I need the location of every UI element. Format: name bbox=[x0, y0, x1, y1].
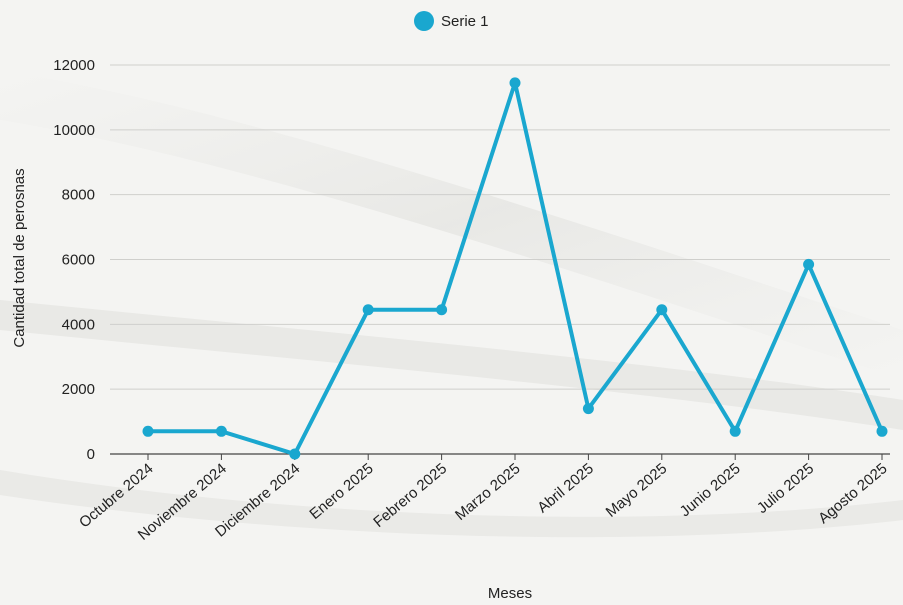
x-tick-label: Abril 2025 bbox=[534, 460, 597, 516]
y-tick-label: 2000 bbox=[62, 381, 95, 398]
data-point bbox=[582, 403, 594, 415]
data-point bbox=[509, 77, 521, 89]
data-point bbox=[215, 425, 227, 437]
legend-label-serie-1: Serie 1 bbox=[441, 13, 489, 30]
data-point bbox=[729, 425, 741, 437]
y-tick-label: 12000 bbox=[53, 57, 95, 74]
x-tick-label: Mayo 2025 bbox=[603, 460, 671, 521]
y-tick-label: 10000 bbox=[53, 122, 95, 139]
x-tick-label: Marzo 2025 bbox=[452, 460, 524, 524]
data-point bbox=[876, 425, 888, 437]
data-point bbox=[803, 258, 815, 270]
data-point bbox=[656, 304, 668, 316]
chart-legend: Serie 1 bbox=[414, 11, 489, 31]
data-point bbox=[289, 448, 301, 460]
y-tick-label: 4000 bbox=[62, 316, 95, 333]
legend-marker-serie-1 bbox=[414, 11, 434, 31]
background-texture bbox=[0, 70, 903, 538]
y-tick-label: 0 bbox=[87, 446, 95, 463]
x-axis-title: Meses bbox=[488, 585, 532, 602]
x-tick-label: Julio 2025 bbox=[754, 460, 817, 517]
data-point bbox=[142, 425, 154, 437]
data-point bbox=[362, 304, 374, 316]
y-axis-ticks: 0 2000 4000 6000 8000 10000 12000 bbox=[53, 57, 95, 463]
y-axis-title: Cantidad total de perosnas bbox=[11, 168, 28, 347]
x-tick-label: Junio 2025 bbox=[677, 460, 744, 520]
y-tick-label: 6000 bbox=[62, 252, 95, 269]
series-serie-1 bbox=[142, 77, 888, 460]
data-point bbox=[436, 304, 448, 316]
y-tick-label: 8000 bbox=[62, 187, 95, 204]
